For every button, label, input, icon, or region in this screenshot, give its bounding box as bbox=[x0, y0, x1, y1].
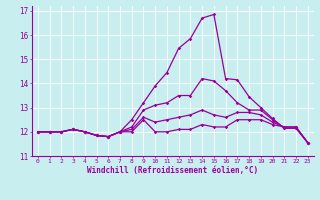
X-axis label: Windchill (Refroidissement éolien,°C): Windchill (Refroidissement éolien,°C) bbox=[87, 166, 258, 175]
